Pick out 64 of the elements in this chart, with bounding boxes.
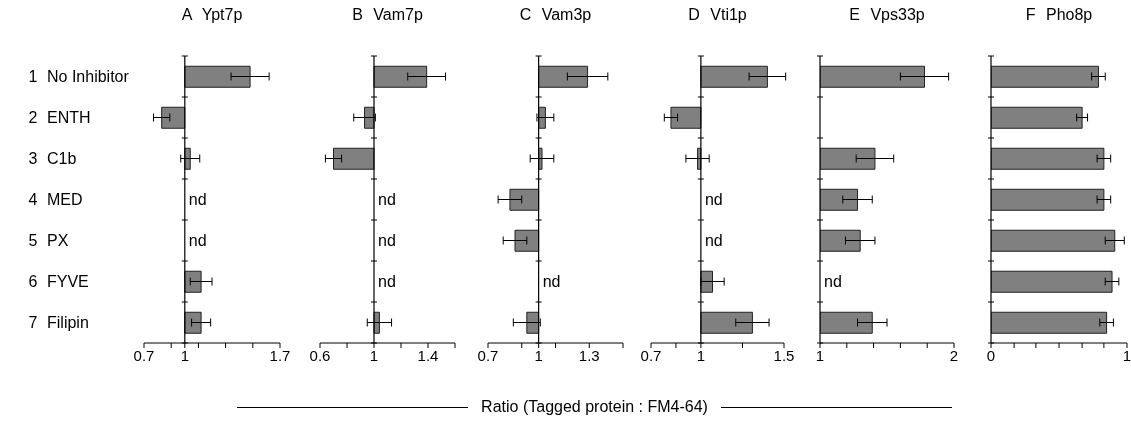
bar [161,106,186,129]
bar [991,106,1083,129]
bar [820,311,873,334]
annotation: nd [704,232,723,250]
bar [991,229,1116,252]
bar [820,65,926,88]
x-tick-label: 0 [986,346,996,364]
bar [538,65,589,88]
bar [184,270,202,293]
annotation: nd [824,273,842,291]
bar [373,65,428,88]
y-tick-label: 3 C1b [28,150,77,168]
x-tick-label: 1.7 [269,346,291,364]
bar [820,188,859,211]
annotation: nd [188,191,207,209]
annotation: nd [188,232,207,250]
chart-title: C Vam3p [518,6,593,24]
y-tick-label: 7 Filipin [28,314,89,332]
y-tick-label: 1 No Inhibitor [28,68,130,86]
chart-title: D Vti1p [687,6,748,24]
bar [700,65,768,88]
x-tick-label: 1.3 [578,346,600,364]
y-tick-label: 6 FYVE [28,273,89,291]
annotation: nd [378,232,396,250]
chart-title: F Pho8p [1024,6,1094,24]
y-tick-label: 5 PX [28,232,69,250]
bar [991,270,1113,293]
bar [333,147,375,170]
bar [670,106,702,129]
bar [991,311,1108,334]
bar [820,147,876,170]
x-tick-label: 0.7 [133,346,155,364]
bar [509,188,540,211]
x-tick-label: 1 [369,346,379,364]
bar [991,65,1099,88]
x-tick-label: 1.4 [417,346,439,364]
chart-title: E Vps33p [848,6,926,24]
annotation: nd [378,273,396,291]
x-tick-label: 1 [180,346,189,364]
x-tick-label: 1.5 [773,346,795,364]
x-tick-label: 0.6 [309,346,331,364]
chart-title: B Vam7p [351,6,424,24]
annotation: nd [704,191,723,209]
y-tick-label: 2 ENTH [28,109,91,127]
bar [514,229,540,252]
x-tick-label: 1 [534,346,543,364]
x-tick-label: 2 [949,346,959,364]
annotation: nd [378,191,396,209]
x-tick-label: 1 [815,346,825,364]
bar [820,229,861,252]
bar [991,147,1105,170]
annotation: nd [542,273,561,291]
bar [700,311,753,334]
y-tick-label: 4 MED [28,191,83,209]
bar [991,188,1105,211]
x-axis-title: Ratio (Tagged protein : FM4-64) [481,398,708,416]
chart-title: A Ypt7p [180,6,244,24]
bar [526,311,540,334]
x-tick-label: 1 [1122,346,1131,364]
bar [184,65,251,88]
x-tick-label: 1 [696,346,706,364]
x-tick-label: 0.7 [640,346,662,364]
bar [184,311,202,334]
x-tick-label: 0.7 [477,346,499,364]
